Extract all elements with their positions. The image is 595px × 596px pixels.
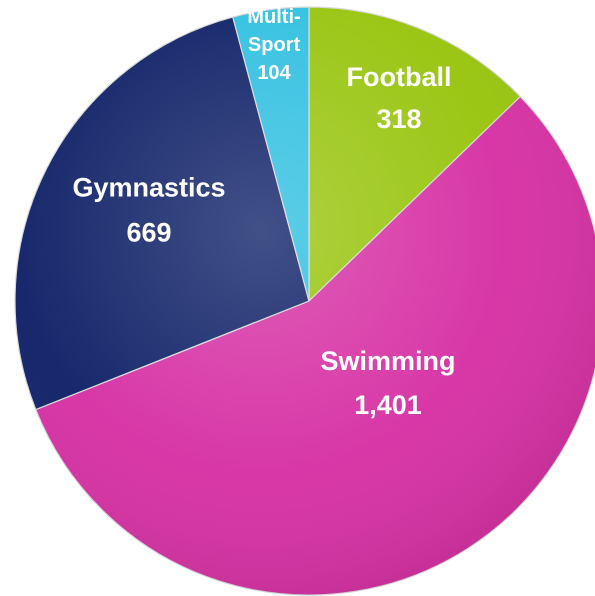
slice-name-label: Gymnastics (72, 173, 225, 203)
slice-value-label: 104 (257, 62, 291, 84)
slice-value-label: 318 (376, 104, 421, 134)
pie-label-multi-sport: Multi- Sport 104 (247, 6, 300, 84)
slice-name-label: Swimming (320, 346, 455, 376)
pie-label-football: Football 318 (347, 62, 452, 134)
slice-name-label: Multi- (247, 6, 300, 28)
pie-label-gymnastics: Gymnastics 669 (72, 173, 225, 248)
pie-slices (14, 6, 595, 596)
pie-labels: Football 318 Swimming 1,401 Gymnastics 669 Mul… (72, 6, 455, 420)
slice-name-label: Football (347, 62, 452, 92)
slice-value-label: 669 (126, 218, 171, 248)
slice-value-label: 1,401 (354, 390, 422, 420)
slice-name-label: Sport (248, 34, 301, 56)
pie-label-swimming: Swimming 1,401 (320, 346, 455, 420)
